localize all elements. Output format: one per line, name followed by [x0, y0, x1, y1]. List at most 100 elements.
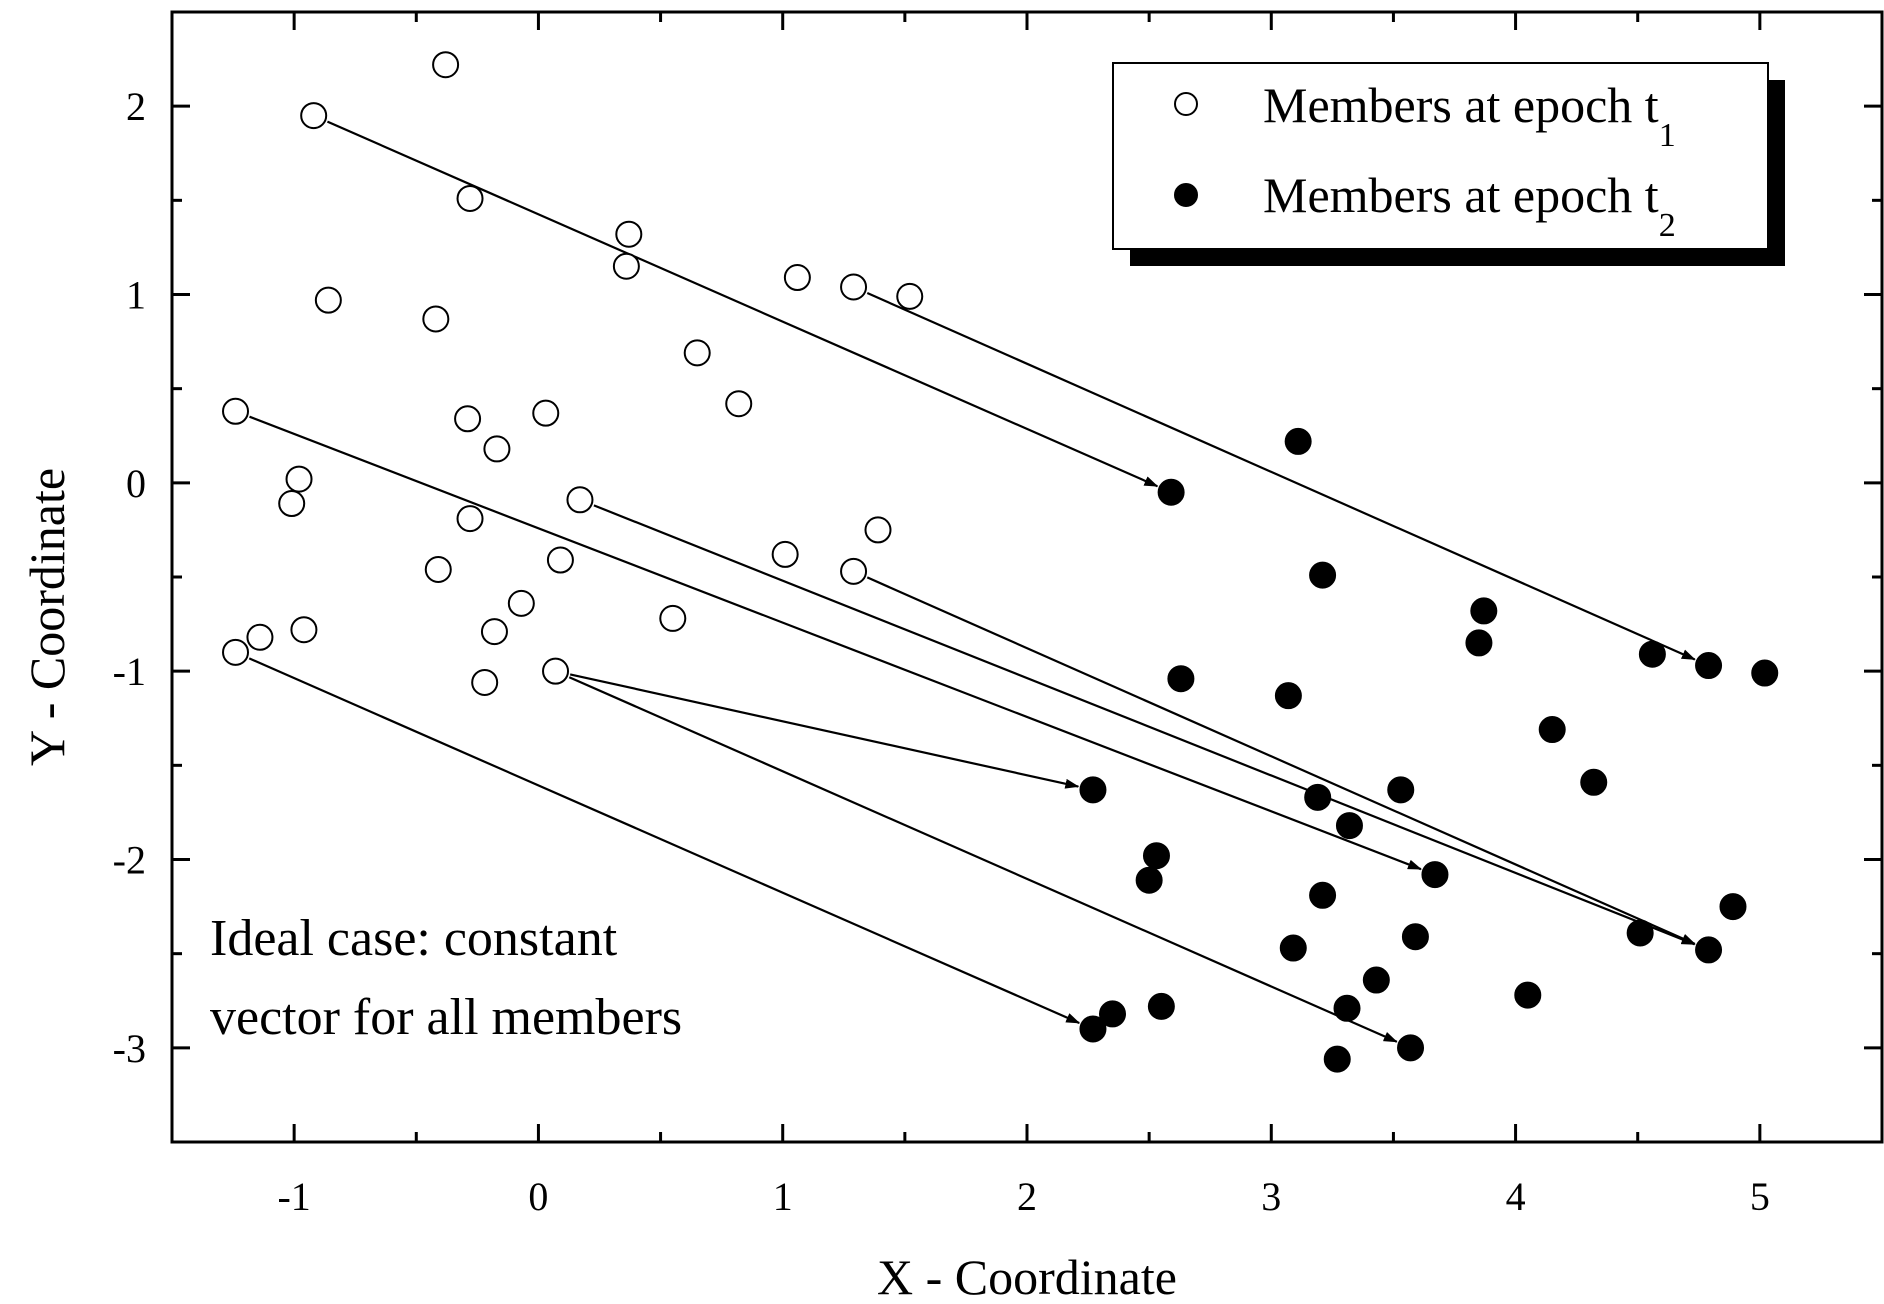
- x-tick-label: 2: [1017, 1174, 1037, 1219]
- point-epoch-t2: [1751, 659, 1779, 687]
- point-epoch-t2: [1309, 561, 1337, 589]
- x-tick-label: 1: [773, 1174, 793, 1219]
- legend-label-t2: Members at epoch t2: [1263, 167, 1676, 244]
- point-epoch-t1: [615, 220, 643, 248]
- point-epoch-t1: [471, 668, 499, 696]
- motion-vector-arrow: [249, 415, 1422, 871]
- point-epoch-t1: [783, 264, 811, 292]
- point-epoch-t2: [1304, 783, 1332, 811]
- point-epoch-t2: [1333, 994, 1361, 1022]
- point-epoch-t1: [222, 397, 250, 425]
- y-tick-label: -1: [113, 649, 146, 694]
- point-epoch-t1: [659, 604, 687, 632]
- point-epoch-t1: [422, 305, 450, 333]
- point-epoch-t2: [1335, 812, 1363, 840]
- point-epoch-t1: [771, 540, 799, 568]
- point-epoch-t2: [1079, 776, 1107, 804]
- point-epoch-t2: [1638, 640, 1666, 668]
- point-epoch-t1: [546, 546, 574, 574]
- motion-vector-arrow: [326, 120, 1159, 488]
- annotation-line-2: vector for all members: [210, 989, 682, 1046]
- point-epoch-t1: [285, 465, 313, 493]
- point-epoch-t2: [1167, 665, 1195, 693]
- y-axis-label: Y - Coordinate: [19, 468, 75, 766]
- point-epoch-t2: [1274, 682, 1302, 710]
- point-epoch-t2: [1421, 861, 1449, 889]
- y-tick-label: -2: [113, 838, 146, 883]
- point-epoch-t2: [1695, 936, 1723, 964]
- point-epoch-t2: [1538, 716, 1566, 744]
- x-tick-label: 0: [528, 1174, 548, 1219]
- point-epoch-t2: [1362, 966, 1390, 994]
- point-epoch-t1: [300, 102, 328, 130]
- point-epoch-t1: [840, 557, 868, 585]
- point-epoch-t1: [532, 399, 560, 427]
- point-epoch-t1: [222, 638, 250, 666]
- point-epoch-t2: [1465, 629, 1493, 657]
- point-epoch-t2: [1135, 866, 1163, 894]
- point-epoch-t1: [432, 51, 460, 79]
- point-epoch-t1: [864, 516, 892, 544]
- point-epoch-t1: [246, 623, 274, 651]
- point-epoch-t1: [480, 618, 508, 646]
- point-epoch-t2: [1626, 919, 1654, 947]
- point-epoch-t1: [314, 286, 342, 314]
- motion-vector-arrow: [593, 504, 1696, 946]
- motion-vector-arrow: [569, 673, 1080, 789]
- point-epoch-t2: [1099, 1000, 1126, 1028]
- x-tick-label: 5: [1750, 1174, 1770, 1219]
- point-epoch-t2: [1279, 934, 1307, 962]
- y-tick-labels: 2 1 0 -1 -2 -3: [113, 84, 146, 1071]
- legend-open-circle-icon: [1174, 92, 1198, 116]
- point-epoch-t2: [1580, 768, 1608, 796]
- point-epoch-t1: [278, 490, 306, 518]
- point-epoch-t1: [507, 589, 535, 617]
- point-epoch-t2: [1514, 981, 1542, 1009]
- x-tick-labels: -1 0 1 2 3 4 5: [277, 1174, 1769, 1219]
- point-epoch-t2: [1387, 776, 1415, 804]
- motion-vector-arrow: [866, 576, 1696, 945]
- point-epoch-t1: [840, 273, 868, 301]
- tick-marks: [170, 10, 1884, 1144]
- point-epoch-t1: [424, 555, 452, 583]
- x-tick-label: 3: [1261, 1174, 1281, 1219]
- legend-label-t1: Members at epoch t1: [1263, 77, 1676, 154]
- point-epoch-t1: [683, 339, 711, 367]
- point-epoch-t2: [1284, 427, 1312, 455]
- point-epoch-t2: [1719, 893, 1747, 921]
- y-tick-label: 2: [126, 84, 146, 129]
- x-tick-label: 4: [1506, 1174, 1526, 1219]
- motion-vector-arrow: [248, 657, 1081, 1024]
- point-epoch-t2: [1323, 1045, 1351, 1073]
- motion-vectors: [248, 120, 1696, 1043]
- data-points: [222, 51, 1779, 1073]
- point-epoch-t2: [1309, 881, 1337, 909]
- motion-vector-arrow: [866, 292, 1696, 661]
- point-epoch-t1: [483, 435, 511, 463]
- x-tick-label: -1: [277, 1174, 310, 1219]
- y-tick-label: 0: [126, 461, 146, 506]
- point-epoch-t2: [1157, 478, 1185, 506]
- y-tick-label: 1: [126, 273, 146, 318]
- legend-filled-circle-icon: [1174, 183, 1198, 207]
- point-epoch-t1: [456, 184, 484, 212]
- point-epoch-t1: [566, 486, 594, 514]
- point-epoch-t2: [1401, 923, 1429, 951]
- point-epoch-t1: [290, 616, 318, 644]
- legend: Members at epoch t1 Members at epoch t2: [1112, 62, 1785, 266]
- annotation-line-1: Ideal case: constant: [210, 910, 618, 967]
- y-tick-label: -3: [113, 1026, 146, 1071]
- point-epoch-t1: [612, 252, 640, 280]
- point-epoch-t1: [896, 282, 924, 310]
- point-epoch-t2: [1147, 992, 1175, 1020]
- point-epoch-t1: [542, 657, 570, 685]
- point-epoch-t2: [1470, 597, 1498, 625]
- point-epoch-t1: [456, 505, 484, 533]
- point-epoch-t2: [1142, 842, 1170, 870]
- x-axis-label: X - Coordinate: [877, 1249, 1177, 1304]
- point-epoch-t1: [454, 405, 482, 433]
- point-epoch-t2: [1695, 652, 1723, 680]
- motion-vector-arrow: [568, 676, 1398, 1043]
